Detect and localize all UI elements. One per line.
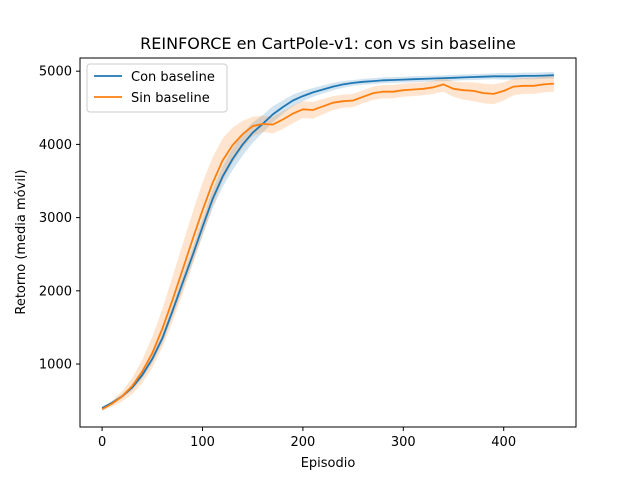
chart-title: REINFORCE en CartPole-v1: con vs sin bas… [140,34,516,53]
x-axis-label: Episodio [301,456,356,471]
band-sin-baseline [102,75,554,411]
x-tick-label: 300 [391,435,416,450]
x-tick-label: 200 [290,435,315,450]
plot-area-frame [79,57,577,428]
y-tick-label: 5000 [39,65,72,80]
legend: Con baseline Sin baseline [86,63,228,113]
x-tick-label: 100 [190,435,215,450]
y-axis: 1000 2000 3000 4000 5000 [39,65,80,373]
band-con-baseline [102,71,554,410]
x-axis: 0 100 200 300 400 [98,427,516,450]
y-tick-label: 4000 [39,138,72,153]
y-tick-label: 2000 [39,284,72,299]
y-axis-label: Retorno (media móvil) [14,169,29,314]
y-tick-label: 1000 [39,358,72,373]
x-tick-label: 0 [98,435,106,450]
series-lines [101,74,554,411]
confidence-bands [102,71,554,411]
y-tick-label: 3000 [39,211,72,226]
line-con-baseline [101,74,554,409]
legend-label-con-baseline: Con baseline [131,70,215,85]
line-sin-baseline [101,82,554,411]
x-tick-label: 400 [491,435,516,450]
legend-label-sin-baseline: Sin baseline [131,91,210,106]
